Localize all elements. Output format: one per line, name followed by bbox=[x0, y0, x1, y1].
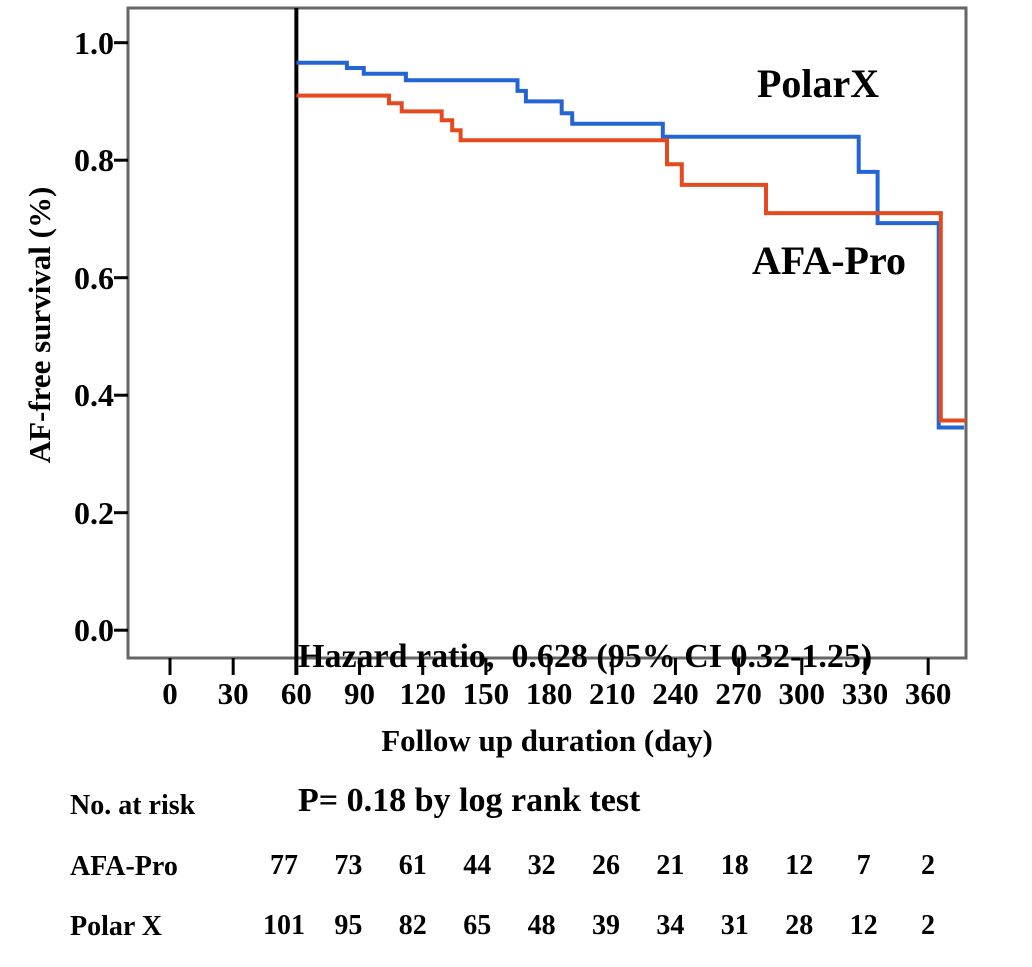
y-tick-label: 0.4 bbox=[74, 377, 114, 414]
x-tick-label: 360 bbox=[904, 676, 952, 711]
risk-count: 12 bbox=[849, 910, 878, 941]
y-tick-label: 0.8 bbox=[74, 142, 114, 179]
x-tick-label: 210 bbox=[589, 676, 636, 711]
risk-count: 48 bbox=[527, 910, 556, 941]
risk-count: 32 bbox=[527, 850, 556, 881]
plot-box bbox=[126, 6, 968, 660]
hazard-ratio-line: Hazard ratio, 0.628 (95% CI 0.32-1.25) bbox=[298, 638, 873, 675]
km-curve-polarx bbox=[296, 60, 964, 430]
y-tick-label: 0.6 bbox=[74, 259, 114, 296]
x-tick-label: 120 bbox=[399, 676, 446, 711]
risk-count: 18 bbox=[720, 850, 749, 881]
x-tick-label: 270 bbox=[715, 676, 762, 711]
risk-count: 2 bbox=[921, 910, 935, 941]
x-tick-label: 0 bbox=[162, 676, 178, 711]
y-tick-label: 0.0 bbox=[74, 612, 114, 649]
x-tick-label: 300 bbox=[778, 676, 826, 711]
risk-count: 31 bbox=[720, 910, 749, 941]
risk-count: 44 bbox=[463, 850, 492, 881]
risk-count: 65 bbox=[463, 910, 492, 941]
risk-count: 28 bbox=[785, 910, 814, 941]
x-tick-label: 60 bbox=[280, 676, 312, 711]
x-tick-label: 30 bbox=[217, 676, 249, 711]
hazard-annotation: Hazard ratio, 0.628 (95% CI 0.32-1.25) P… bbox=[298, 537, 872, 921]
x-tick-label: 240 bbox=[652, 676, 699, 711]
y-tick-label: 0.2 bbox=[74, 494, 114, 531]
risk-count: 61 bbox=[398, 850, 427, 881]
risk-count: 39 bbox=[592, 910, 620, 941]
risk-count: 95 bbox=[334, 910, 363, 941]
curve-label-afapro: AFA-Pro bbox=[752, 238, 907, 283]
risk-count: 7 bbox=[856, 850, 871, 881]
p-value-line: P= 0.18 by log rank test bbox=[298, 782, 641, 819]
risk-row-label: Polar X bbox=[70, 911, 163, 942]
risk-count: 73 bbox=[334, 850, 363, 881]
risk-count: 2 bbox=[921, 850, 935, 881]
risk-table-title: No. at risk bbox=[70, 790, 196, 821]
risk-count: 101 bbox=[263, 910, 305, 941]
km-plot-canvas bbox=[114, 6, 968, 675]
risk-row-label: AFA-Pro bbox=[70, 851, 178, 882]
risk-count: 21 bbox=[656, 850, 685, 881]
x-tick-label: 150 bbox=[462, 676, 510, 711]
risk-count: 82 bbox=[398, 910, 427, 941]
km-curve-afapro bbox=[296, 93, 967, 423]
x-tick-label: 90 bbox=[344, 676, 376, 711]
x-tick-label: 180 bbox=[525, 676, 573, 711]
y-tick-label: 1.0 bbox=[74, 24, 114, 61]
x-tick-label: 330 bbox=[841, 676, 889, 711]
x-axis-title: Follow up duration (day) bbox=[381, 723, 713, 758]
risk-count: 77 bbox=[270, 850, 298, 881]
y-axis-title: AF-free survival (%) bbox=[22, 186, 57, 464]
risk-count: 26 bbox=[592, 850, 620, 881]
curve-label-polarx: PolarX bbox=[757, 61, 880, 106]
risk-count: 34 bbox=[656, 910, 685, 941]
risk-count: 12 bbox=[785, 850, 814, 881]
